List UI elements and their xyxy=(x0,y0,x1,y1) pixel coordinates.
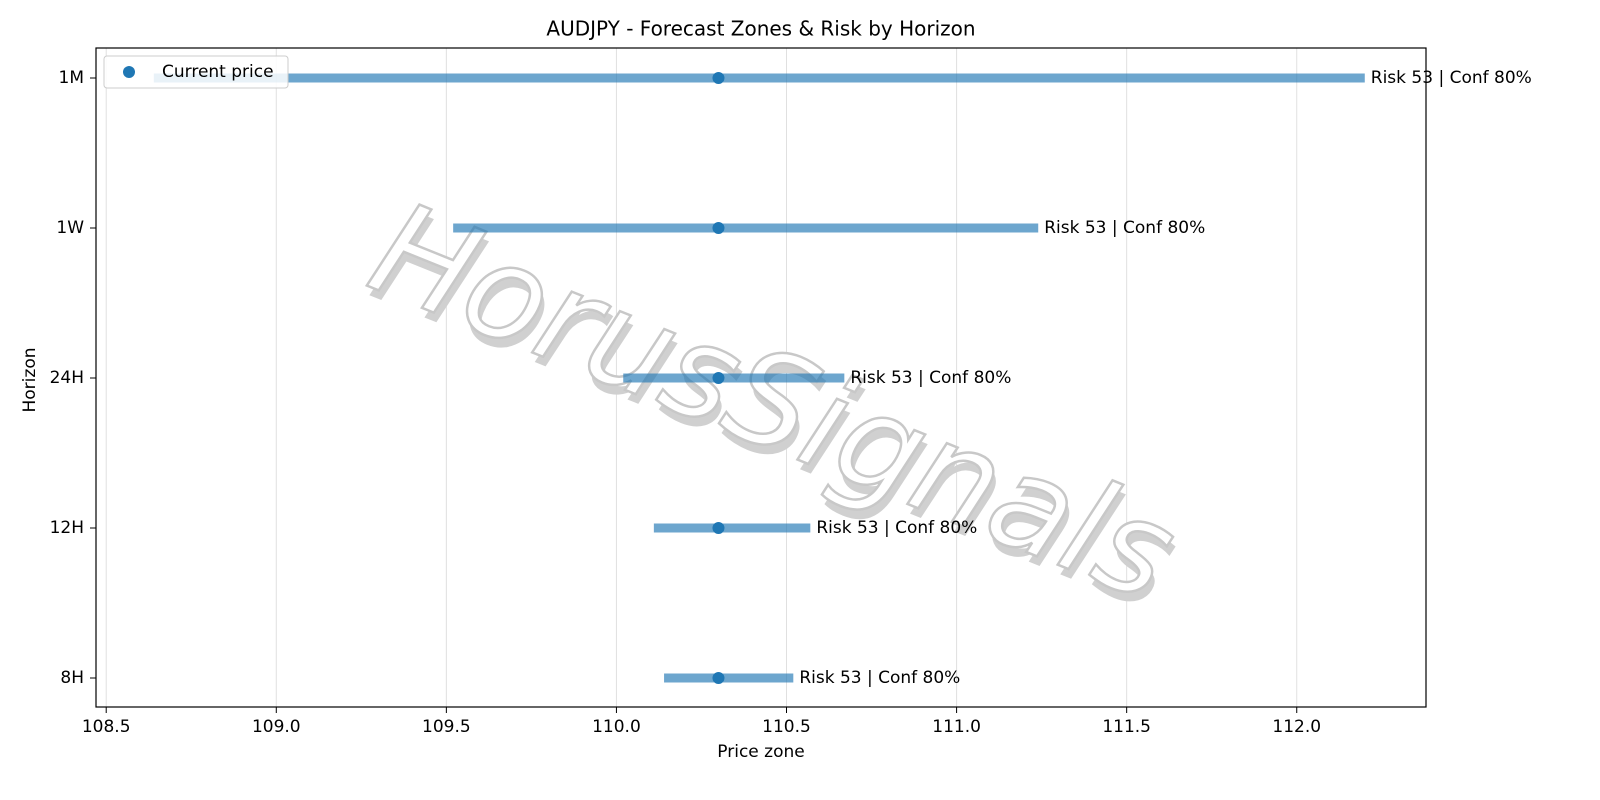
x-tick-label: 108.5 xyxy=(82,717,131,737)
current-price-dot xyxy=(712,672,725,684)
y-axis-label: Horizon xyxy=(20,348,40,413)
x-axis-label: Price zone xyxy=(717,742,804,762)
x-tick-label: 109.5 xyxy=(422,717,471,737)
current-price-dot xyxy=(712,222,725,234)
y-tick-label: 8H xyxy=(60,668,84,688)
zone-annotation: Risk 53 | Conf 80% xyxy=(1044,218,1205,238)
x-tick-label: 110.0 xyxy=(592,717,641,737)
y-tick-label: 24H xyxy=(50,368,84,388)
legend: Current price xyxy=(103,55,289,89)
y-tick-label: 1M xyxy=(59,68,84,88)
x-tick-label: 110.5 xyxy=(762,717,811,737)
current-price-dot xyxy=(712,372,725,384)
x-tick-label: 111.5 xyxy=(1102,717,1151,737)
legend-marker xyxy=(123,66,135,78)
x-tick-label: 111.0 xyxy=(932,717,981,737)
legend-label: Current price xyxy=(162,62,274,82)
zone-annotation: Risk 53 | Conf 80% xyxy=(799,668,960,688)
current-price-dot xyxy=(712,72,725,84)
zone-annotation: Risk 53 | Conf 80% xyxy=(816,518,977,538)
x-tick-label: 109.0 xyxy=(252,717,301,737)
legend-box xyxy=(103,55,289,89)
current-price-dot xyxy=(712,522,725,534)
zone-annotation: Risk 53 | Conf 80% xyxy=(1371,68,1532,88)
x-tick-label: 112.0 xyxy=(1272,717,1321,737)
zone-annotation: Risk 53 | Conf 80% xyxy=(850,368,1011,388)
watermark-text: HorusSignals xyxy=(352,172,1195,631)
y-tick-label: 1W xyxy=(56,218,84,238)
y-tick-label: 12H xyxy=(50,518,84,538)
chart-title: AUDJPY - Forecast Zones & Risk by Horizo… xyxy=(546,17,975,41)
